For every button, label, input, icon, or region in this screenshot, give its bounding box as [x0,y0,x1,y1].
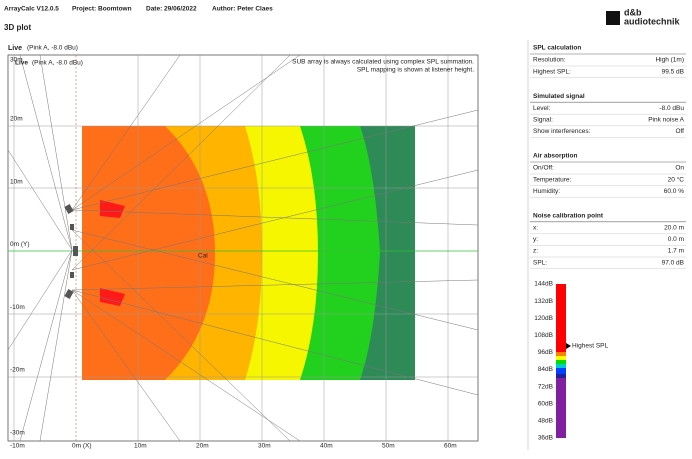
scale-label: 120dB [534,315,553,322]
section-title: SPL calculation [533,45,581,52]
scale-label: 72dB [538,383,553,390]
y-axis-label: -30m [10,430,25,437]
y-axis-label: -10m [10,304,25,311]
author: Author: Peter Claes [212,6,273,13]
row-label: Resolution: [533,57,566,64]
y-axis-label: 30m [10,57,23,64]
row-value: Off [675,128,684,135]
y-axis-label: 20m [10,116,23,123]
section-title: Simulated signal [533,93,585,100]
scale-label: 132dB [534,298,553,305]
project: Project: Boomtown [72,6,132,13]
info-panel: SPL calculation Resolution: High (1m) Highe… [530,45,686,269]
row-value: 20 °C [668,175,685,183]
x-axis-label: 40m [320,443,333,450]
row-label: Temperature: [533,176,571,183]
note: SPL mapping is shown at listener height. [357,67,474,74]
highest-spl-marker: Highest SPL [572,343,609,350]
x-axis-label: 60m [444,443,457,450]
coverage-lines [7,54,479,442]
page-title: 3D plot [4,23,31,32]
color-scale: Highest SPL 144dB 132dB 120dB 108dB 96dB 84dB… [534,281,608,442]
row-value: -8.0 dBu [659,105,684,112]
row-value: 60.0 % [664,188,684,195]
scale-label: 144dB [534,281,553,288]
app-name: ArrayCalc V12.0.5 [4,6,59,13]
row-value: On [675,165,684,172]
cal-label: Cal [198,253,208,260]
row-value: Pink noise A [648,117,684,124]
plot-subtitle: (Pink A, -8.0 dBu) [27,45,78,52]
y-axis-label: 10m [10,178,23,185]
scale-label: 96dB [538,349,553,356]
note: SUB array is always calculated using com… [292,59,474,66]
row-label: SPL: [533,259,547,266]
scale-label: 108dB [534,332,553,339]
row-label: y: [533,236,538,243]
row-label: Signal: [533,117,553,124]
row-value: 1.7 m [668,248,684,255]
row-label: z: [533,248,538,255]
row-label: Humidity: [533,188,560,195]
plot: Live (Pink A, -8.0 dBu) SUB array is alw… [7,54,479,450]
grid [8,55,478,441]
scale-label: 48dB [538,418,553,425]
row-label: x: [533,225,538,232]
section-title: Noise calibration point [533,213,604,220]
row-value: High (1m) [655,57,684,64]
y-axis-label: -20m [10,367,25,374]
y-axis-label: 0m (Y) [10,241,30,248]
row-value: 99.5 dB [662,68,684,75]
logo-top: d&b [624,7,642,17]
x-axis-label: 0m (X) [72,443,92,450]
logo: d&b audiotechnik [606,7,681,26]
x-axis-label: 20m [196,443,209,450]
row-value: 20.0 m [664,225,684,232]
section-title: Air absorption [533,153,577,160]
row-label: On/Off: [533,165,554,172]
x-axis-label: 30m [258,443,271,450]
inner-title: Live [15,60,28,67]
x-axis-label: 10m [134,443,147,450]
row-value: 0.0 m [668,236,684,243]
inner-subtitle: (Pink A, -8.0 dBu) [32,60,83,67]
logo-bottom: audiotechnik [624,16,681,26]
date: Date: 29/06/2022 [146,6,197,13]
row-label: Show interferences: [533,128,591,135]
scale-label: 36dB [538,435,553,442]
row-label: Highest SPL: [533,68,571,75]
row-label: Level: [533,105,551,112]
scale-label: 60dB [538,400,553,407]
speakers [64,204,78,299]
coverage [82,126,415,380]
scale-label: 84dB [538,366,553,373]
row-value: 97.0 dB [662,259,684,266]
plot-title: Live [8,45,22,52]
x-axis-label: 50m [382,443,395,450]
x-axis-label: -10m [10,443,25,450]
